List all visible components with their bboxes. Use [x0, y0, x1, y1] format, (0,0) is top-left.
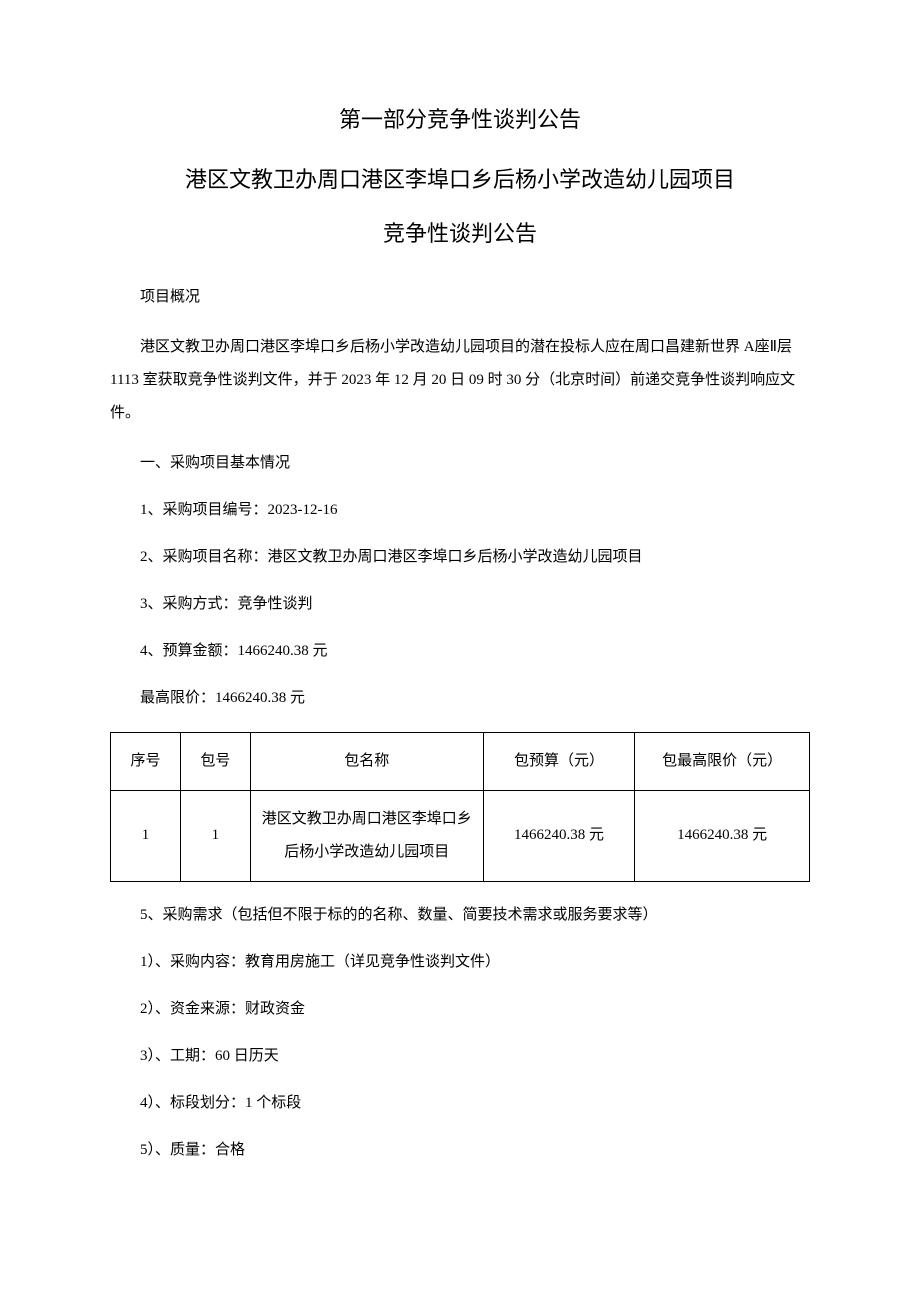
header-pkg: 包号 [180, 732, 250, 790]
cell-pkg: 1 [180, 790, 250, 881]
item-quality: 5）、质量：合格 [110, 1137, 810, 1164]
cell-budget: 1466240.38 元 [483, 790, 634, 881]
cell-name: 港区文教卫办周口港区李埠口乡后杨小学改造幼儿园项目 [250, 790, 483, 881]
item-project-number: 1、采购项目编号：2023-12-16 [110, 497, 810, 524]
title-notice: 竞争性谈判公告 [110, 214, 810, 254]
table-row: 1 1 港区文教卫办周口港区李埠口乡后杨小学改造幼儿园项目 1466240.38… [111, 790, 810, 881]
item-budget: 4、预算金额：1466240.38 元 [110, 638, 810, 665]
header-max: 包最高限价（元） [635, 732, 810, 790]
overview-paragraph: 港区文教卫办周口港区李埠口乡后杨小学改造幼儿园项目的潜在投标人应在周口昌建新世界… [110, 331, 810, 430]
item-funding: 2）、资金来源：财政资金 [110, 996, 810, 1023]
item-procurement-method: 3、采购方式：竞争性谈判 [110, 591, 810, 618]
item-lots: 4）、标段划分：1 个标段 [110, 1090, 810, 1117]
item-duration: 3）、工期：60 日历天 [110, 1043, 810, 1070]
title-main: 第一部分竞争性谈判公告 [110, 100, 810, 140]
title-project: 港区文教卫办周口港区李埠口乡后杨小学改造幼儿园项目 [110, 160, 810, 200]
header-budget: 包预算（元） [483, 732, 634, 790]
cell-seq: 1 [111, 790, 181, 881]
cell-max: 1466240.38 元 [635, 790, 810, 881]
package-table: 序号 包号 包名称 包预算（元） 包最高限价（元） 1 1 港区文教卫办周口港区… [110, 732, 810, 882]
section1-title: 一、采购项目基本情况 [110, 450, 810, 477]
item-max-price: 最高限价：1466240.38 元 [110, 685, 810, 712]
item-requirements: 5、采购需求（包括但不限于标的的名称、数量、简要技术需求或服务要求等） [110, 902, 810, 929]
header-name: 包名称 [250, 732, 483, 790]
item-content: 1）、采购内容：教育用房施工（详见竞争性谈判文件） [110, 949, 810, 976]
item-project-name: 2、采购项目名称：港区文教卫办周口港区李埠口乡后杨小学改造幼儿园项目 [110, 544, 810, 571]
overview-label: 项目概况 [110, 284, 810, 311]
table-header-row: 序号 包号 包名称 包预算（元） 包最高限价（元） [111, 732, 810, 790]
header-seq: 序号 [111, 732, 181, 790]
